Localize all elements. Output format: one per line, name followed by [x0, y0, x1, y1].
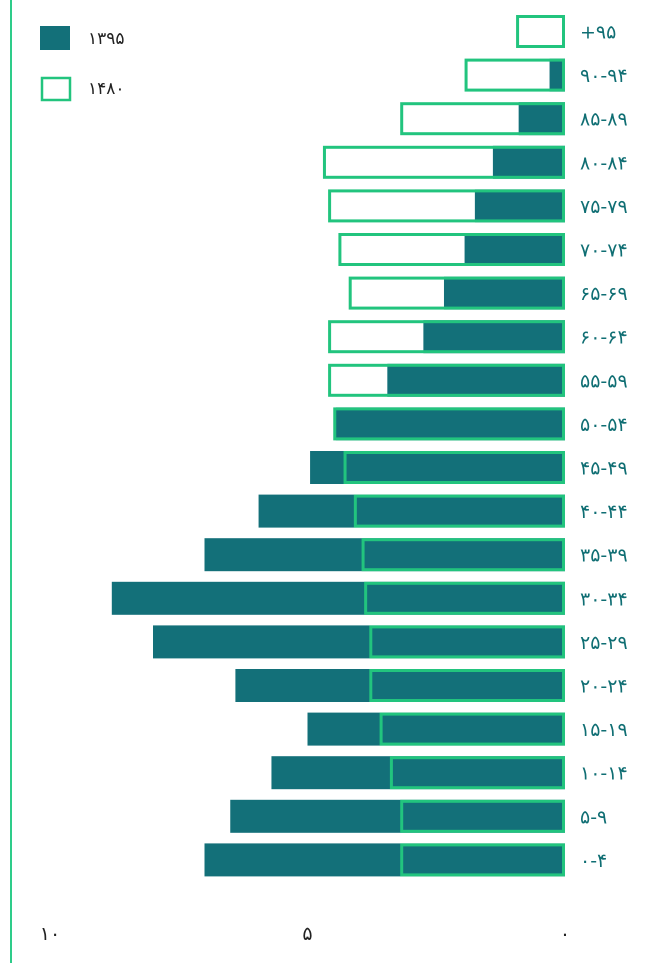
left-border-line	[10, 0, 12, 963]
category-label-6: ۶۵-۶۹	[580, 283, 628, 305]
legend-swatch-1395	[40, 26, 70, 50]
category-label-7: ۶۰-۶۴	[580, 327, 628, 349]
category-label-1: ۹۰-۹۴	[580, 65, 628, 87]
bar-1395-12	[204, 538, 565, 572]
bar-1395-9	[335, 407, 565, 441]
category-label-14: ۲۵-۲۹	[580, 632, 628, 654]
bar-1480-11	[353, 494, 565, 528]
bar-1395-19	[204, 843, 565, 877]
category-label-8: ۵۵-۵۹	[580, 370, 628, 392]
bar-1480-0	[516, 15, 566, 48]
bar-1480-17	[389, 756, 565, 790]
bar-1480-19	[400, 843, 566, 877]
x-axis-ticks: ۱۰ ۵ ۰	[40, 923, 570, 945]
bar-1480-12	[361, 538, 566, 572]
category-label-4: ۷۵-۷۹	[580, 196, 628, 218]
category-label-0: +۹۵	[580, 22, 616, 44]
bar-1480-8	[328, 363, 565, 397]
bar-1480-16	[379, 712, 565, 746]
bar-1395-6	[443, 276, 565, 310]
bar-1480-2	[400, 102, 566, 136]
bar-1395-3	[492, 145, 565, 179]
bar-1395-15	[235, 669, 565, 702]
bar-1480-13	[364, 581, 565, 615]
bar-1395-10	[310, 451, 565, 484]
bar-1395-18	[230, 799, 565, 833]
legend-swatch-1480	[40, 76, 72, 102]
category-label-19: ۰-۴	[580, 850, 607, 872]
category-label-15: ۲۰-۲۴	[580, 676, 628, 698]
series-1480-bars	[322, 15, 566, 877]
bar-1395-2	[518, 102, 565, 136]
bar-1480-3	[322, 145, 566, 179]
category-label-16: ۱۵-۱۹	[580, 719, 628, 741]
bar-1480-9	[333, 407, 565, 441]
bar-1395-4	[474, 189, 565, 223]
bar-1395-8	[387, 363, 565, 397]
category-label-10: ۴۵-۴۹	[580, 458, 628, 480]
x-tick-label-0: ۱۰	[40, 923, 60, 945]
bar-1480-10	[343, 451, 565, 484]
bar-1480-6	[348, 276, 566, 310]
legend: ۱۳۹۵ ۱۴۸۰	[40, 26, 125, 102]
category-label-5: ۷۰-۷۴	[580, 240, 628, 262]
category-label-11: ۴۰-۴۴	[580, 501, 628, 523]
category-label-2: ۸۵-۸۹	[580, 109, 628, 131]
bar-1395-16	[307, 712, 565, 746]
category-label-17: ۱۰-۱۴	[580, 763, 628, 785]
category-label-13: ۳۰-۳۴	[580, 588, 628, 610]
bar-1395-14	[153, 625, 565, 659]
bar-1395-17	[271, 756, 565, 790]
x-tick-label-1: ۵	[302, 923, 312, 945]
bar-1395-1	[549, 58, 565, 92]
bar-1480-7	[328, 320, 565, 354]
bar-1480-4	[328, 189, 565, 223]
x-tick-label-2: ۰	[560, 923, 570, 945]
bar-1395-11	[258, 494, 565, 528]
bar-1395-5	[464, 233, 565, 266]
category-label-12: ۳۵-۳۹	[580, 545, 628, 567]
bar-1395-13	[111, 581, 566, 615]
bar-1480-18	[400, 799, 566, 833]
category-labels: +۹۵ ۹۰-۹۴ ۸۵-۸۹ ۸۰-۸۴ ۷۵-۷۹ ۷۰-۷۴ ۶۵-۶۹ ۶۰-۶۴ ۵۵…	[580, 22, 628, 872]
series-1395-bars	[111, 58, 566, 877]
category-label-3: ۸۰-۸۴	[580, 152, 628, 174]
category-label-18: ۵-۹	[580, 806, 607, 828]
bar-1480-1	[464, 58, 566, 92]
category-label-9: ۵۰-۵۴	[580, 414, 628, 436]
legend-label-1480: ۱۴۸۰	[88, 79, 125, 99]
bar-1480-5	[338, 233, 565, 266]
bar-1480-14	[369, 625, 565, 659]
bar-1480-15	[369, 669, 565, 702]
legend-label-1395: ۱۳۹۵	[88, 29, 125, 49]
bar-1395-7	[423, 320, 565, 354]
